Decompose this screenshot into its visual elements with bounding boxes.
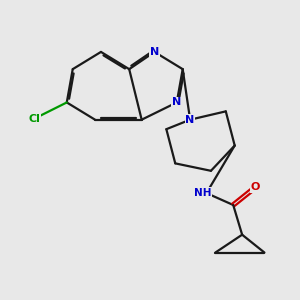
Text: NH: NH (194, 188, 212, 198)
Text: Cl: Cl (28, 114, 40, 124)
Text: N: N (172, 98, 182, 107)
Text: O: O (251, 182, 260, 192)
Text: N: N (185, 115, 195, 125)
Text: N: N (150, 47, 159, 57)
